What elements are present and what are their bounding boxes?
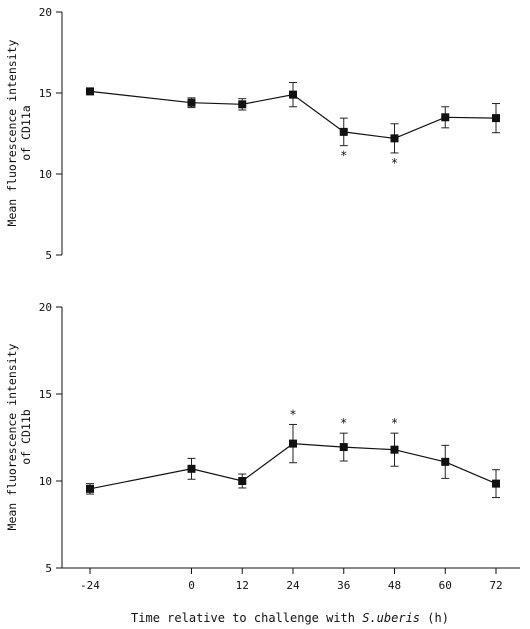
x-tick-label-0: -24	[80, 579, 100, 592]
data-point-cd11a-6	[441, 106, 450, 129]
significance-marker-cd11a-1: *	[391, 156, 398, 170]
y-tick-label-cd11b-2: 15	[39, 388, 52, 401]
marker-cd11b-4	[339, 443, 348, 452]
marker-cd11a-3	[289, 90, 297, 99]
x-tick-label-7: 72	[489, 579, 502, 592]
marker-cd11a-0	[86, 87, 94, 96]
y-tick-label-cd11a-1: 10	[39, 168, 52, 181]
data-point-cd11a-3	[289, 81, 297, 108]
marker-cd11a-7	[492, 114, 500, 123]
y-axis-bottom	[61, 307, 520, 569]
x-tick-label-1: 0	[188, 579, 195, 592]
marker-cd11a-2	[238, 100, 247, 109]
marker-cd11b-0	[86, 484, 94, 493]
y-tick-label-cd11a-2: 15	[39, 87, 52, 100]
y-tick-label-cd11b-3: 20	[39, 301, 52, 314]
data-point-cd11b-2	[238, 473, 247, 489]
marker-cd11b-7	[492, 479, 500, 488]
y-tick-label-cd11b-0: 5	[45, 562, 52, 575]
x-tick-label-3: 24	[286, 579, 300, 592]
data-point-cd11a-2	[238, 98, 247, 111]
x-tick-label-4: 36	[337, 579, 350, 592]
series-line-cd11a	[89, 90, 497, 140]
x-ticks: -24 0 12 24 36 48 60 72	[80, 568, 503, 592]
data-point-cd11b-1	[187, 457, 196, 480]
data-point-cd11a-5	[390, 123, 399, 154]
x-axis-label-italic: S.uberis	[362, 611, 420, 625]
panel-cd11b: 5 10 15 20 -24 0 12 24 36 48 60 72 Mean fluorescen…	[5, 301, 520, 592]
data-point-cd11b-0	[86, 483, 94, 495]
series-line-cd11b	[89, 442, 497, 490]
data-point-cd11a-7	[492, 103, 500, 134]
significance-marker-cd11b-2: *	[391, 416, 398, 430]
significance-marker-cd11b-1: *	[340, 416, 347, 430]
marker-cd11b-6	[441, 457, 450, 466]
marker-cd11a-1	[187, 98, 196, 107]
x-axis-label-prefix: Time relative to challenge with	[131, 611, 362, 625]
series-cd11a: **	[86, 81, 500, 170]
significance-marker-cd11a-0: *	[340, 149, 347, 163]
marker-cd11b-5	[390, 445, 399, 454]
data-point-cd11b-7	[492, 469, 500, 499]
x-tick-label-6: 60	[439, 579, 452, 592]
y-axis-label-cd11a-line1: Mean fluorescence intensity	[5, 39, 19, 226]
significance-marker-cd11b-0: *	[289, 407, 296, 421]
marker-cd11a-5	[390, 134, 399, 143]
data-point-cd11a-0	[86, 87, 94, 96]
marker-cd11b-1	[187, 464, 196, 473]
y-axis-label-cd11b-line2: of CD11b	[19, 409, 33, 464]
y-axis-label-cd11b-line1: Mean fluorescence intensity	[5, 343, 19, 530]
panel-cd11a: 5 10 15 20 Mean fluorescence intensity of C…	[5, 6, 500, 262]
series-cd11b: * * *	[86, 407, 500, 499]
marker-cd11a-6	[441, 113, 450, 122]
data-point-cd11b-4	[339, 432, 348, 462]
x-axis-label: Time relative to challenge with S.uberis…	[131, 611, 449, 625]
x-axis-label-suffix: (h)	[420, 611, 449, 625]
marker-cd11a-4	[339, 127, 348, 136]
data-point-cd11b-5	[390, 432, 399, 467]
y-tick-label-cd11a-0: 5	[45, 249, 52, 262]
y-tick-label-cd11a-3: 20	[39, 6, 52, 19]
y-axis-label-cd11a-line2: of CD11a	[19, 105, 33, 160]
x-tick-label-2: 12	[236, 579, 249, 592]
marker-cd11b-2	[238, 477, 247, 485]
y-ticks-cd11a: 5 10 15 20	[39, 6, 62, 262]
data-point-cd11b-6	[441, 444, 450, 479]
marker-cd11b-3	[289, 439, 297, 448]
y-ticks-cd11b: 5 10 15 20	[39, 301, 62, 575]
data-point-cd11a-1	[187, 97, 196, 109]
data-point-cd11a-4	[339, 117, 348, 147]
y-tick-label-cd11b-1: 10	[39, 475, 52, 488]
data-point-cd11b-3	[289, 423, 297, 464]
x-tick-label-5: 48	[388, 579, 401, 592]
